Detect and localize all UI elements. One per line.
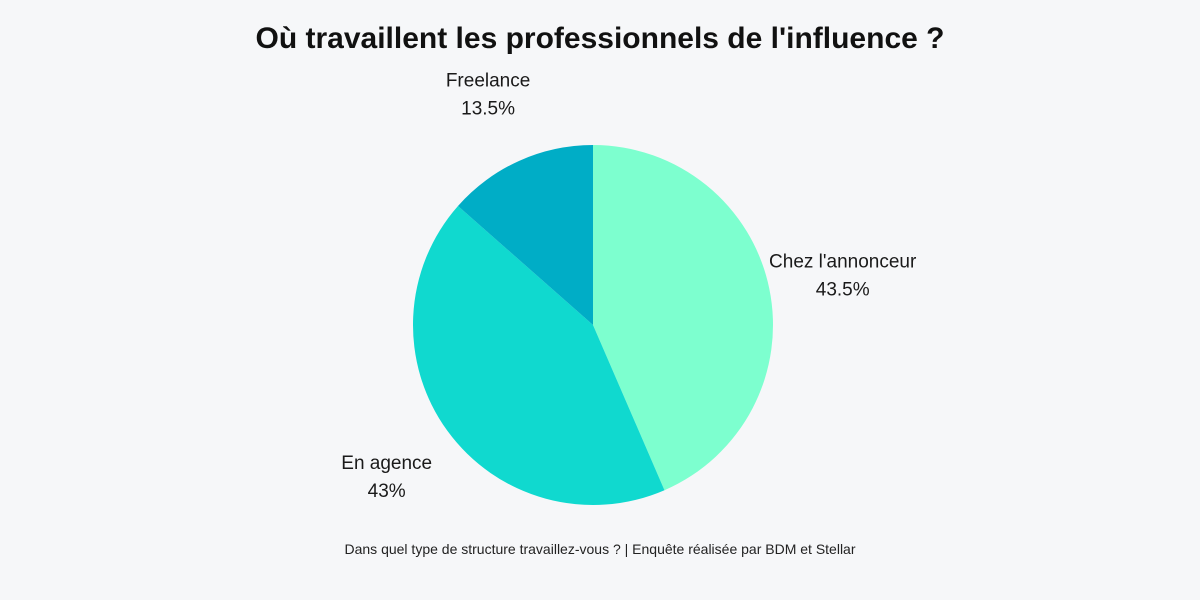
pie-slice-freelance xyxy=(457,145,593,325)
slice-value-en-agence: 43% xyxy=(368,481,406,502)
slice-label-chez-l-annonceur: Chez l'annonceur xyxy=(769,251,917,272)
pie-slice-en-agence xyxy=(412,205,665,506)
slice-value-freelance: 13.5% xyxy=(461,99,515,120)
slice-label-freelance: Freelance xyxy=(446,71,531,92)
slice-label-en-agence: En agence xyxy=(341,453,432,474)
slice-value-chez-l-annonceur: 43.5% xyxy=(816,279,870,300)
chart-caption: Dans quel type de structure travaillez-v… xyxy=(344,541,856,557)
chart-title: Où travaillent les professionnels de l'i… xyxy=(255,22,945,55)
pie-slice-chez-l-annonceur xyxy=(593,145,774,491)
